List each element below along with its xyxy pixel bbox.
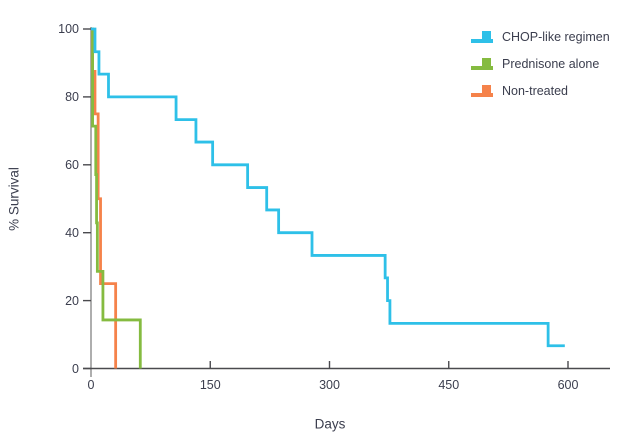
y-tick-label: 100	[58, 22, 79, 36]
legend-item-non-treated: Non-treated	[471, 81, 610, 101]
y-tick-label: 20	[65, 293, 79, 308]
x-tick-label: 300	[319, 378, 340, 392]
step-curve-icon	[471, 31, 493, 43]
legend-item-chop-like-regimen: CHOP-like regimen	[471, 27, 610, 47]
y-tick-label: 40	[65, 225, 79, 240]
x-tick-label: 450	[438, 378, 460, 392]
y-axis-title: % Survival	[6, 167, 22, 231]
legend-label: Prednisone alone	[502, 57, 600, 71]
legend-item-prednisone-alone: Prednisone alone	[471, 54, 610, 74]
x-tick-label: 0	[87, 378, 95, 392]
x-tick-label: 150	[199, 378, 221, 392]
y-tick-label: 60	[65, 157, 79, 172]
legend-label: CHOP-like regimen	[502, 30, 610, 44]
survival-curve-prednisone-alone	[91, 27, 142, 369]
step-curve-icon	[471, 85, 493, 97]
y-tick-label: 0	[72, 361, 79, 376]
survival-curve-chop-like-regimen	[91, 27, 565, 348]
legend-label: Non-treated	[502, 84, 569, 98]
x-axis-title: Days	[314, 416, 346, 432]
legend: CHOP-like regimen Prednisone alone Non-t…	[471, 27, 610, 108]
x-tick-label: 600	[557, 378, 579, 392]
y-tick-label: 80	[65, 89, 79, 104]
step-curve-icon	[471, 58, 493, 70]
